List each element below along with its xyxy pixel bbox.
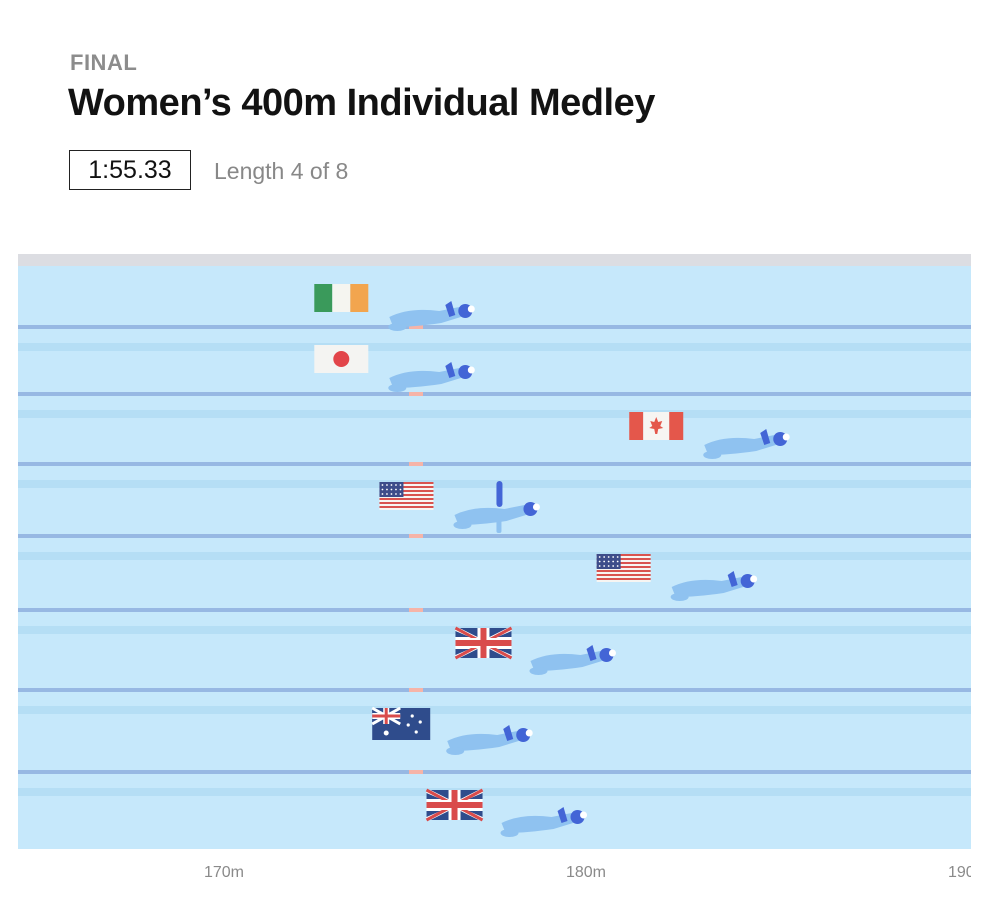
axis-tick-190: 190m — [948, 864, 971, 881]
lane-3 — [629, 412, 790, 459]
swimmer — [446, 725, 533, 755]
swimmer — [453, 481, 540, 533]
race-clock: 1:55.33 — [69, 150, 191, 190]
lane-rope — [18, 325, 971, 329]
lane-2 — [314, 345, 475, 392]
lane-5 — [596, 554, 758, 601]
lane-marker — [409, 534, 423, 538]
lane-marker — [409, 325, 423, 329]
pool-wall — [18, 254, 971, 266]
lane-band — [18, 552, 971, 560]
lane-marker — [409, 392, 423, 396]
lane-band — [18, 343, 971, 351]
swimmer — [388, 301, 475, 331]
lane-6 — [454, 626, 616, 675]
great-britain-flag — [425, 788, 484, 822]
lane-marker — [409, 462, 423, 466]
swimmer — [703, 429, 790, 459]
event-title: Women’s 400m Individual Medley — [68, 82, 655, 124]
swimmer — [500, 807, 588, 837]
event-kicker: FINAL — [70, 50, 138, 75]
lane-band — [18, 410, 971, 418]
lane-rope — [18, 462, 971, 466]
distance-axis: 170m 180m 190m — [0, 860, 971, 890]
usa-flag — [379, 482, 434, 510]
usa-flag — [596, 554, 651, 582]
ireland-flag — [314, 284, 369, 312]
lane-band — [18, 788, 971, 796]
lane-7 — [371, 706, 533, 755]
lane-rope — [18, 392, 971, 396]
lane-rope — [18, 770, 971, 774]
swimmer — [388, 362, 475, 392]
lane-marker — [409, 770, 423, 774]
great-britain-flag — [454, 626, 513, 660]
pool — [18, 254, 971, 849]
australia-flag — [371, 706, 431, 740]
lane-1 — [314, 284, 475, 331]
japan-flag — [314, 345, 369, 373]
length-status: Length 4 of 8 — [214, 158, 349, 184]
axis-tick-170: 170m — [203, 864, 245, 881]
axis-tick-180: 180m — [565, 864, 607, 881]
lane-8 — [425, 788, 588, 837]
canada-flag — [629, 412, 684, 440]
water — [18, 254, 971, 849]
pool-graphic — [18, 254, 971, 849]
lane-rope — [18, 534, 971, 538]
lane-4 — [379, 481, 540, 533]
lane-marker — [409, 688, 423, 692]
lane-rope — [18, 688, 971, 692]
swimmer — [670, 571, 758, 601]
lane-band — [18, 480, 971, 488]
lane-marker — [409, 608, 423, 612]
lane-rope — [18, 608, 971, 612]
swimmer — [529, 645, 616, 675]
lane-band — [18, 706, 971, 714]
